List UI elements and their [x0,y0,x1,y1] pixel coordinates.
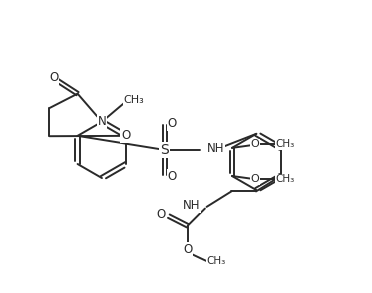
Text: O: O [49,71,58,84]
Text: CH₃: CH₃ [276,139,295,149]
Text: O: O [167,170,177,183]
Text: O: O [251,139,259,149]
Text: NH: NH [183,199,201,212]
Text: N: N [97,115,106,128]
Text: O: O [167,117,177,130]
Text: CH₃: CH₃ [206,256,226,266]
Text: CH₃: CH₃ [124,95,144,105]
Text: S: S [160,143,169,157]
Text: O: O [183,243,192,256]
Text: O: O [251,174,259,184]
Text: NH: NH [206,142,224,155]
Text: CH₃: CH₃ [276,174,295,184]
Text: O: O [156,208,166,221]
Text: O: O [121,130,130,142]
